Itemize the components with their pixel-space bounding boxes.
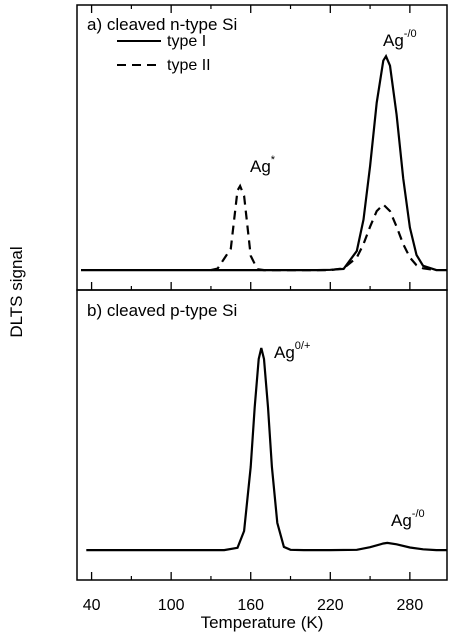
annotation: Ag-/0 (391, 508, 425, 530)
x-tick-label: 220 (317, 597, 344, 614)
y-axis-label: DLTS signal (7, 246, 26, 337)
x-tick-label: 40 (83, 597, 101, 614)
plot-frame (76, 289, 448, 581)
annotation-sup: 0/+ (295, 340, 311, 352)
annotation-sup: * (271, 154, 276, 166)
legend-label: type II (167, 57, 211, 74)
x-tick-label: 100 (158, 597, 185, 614)
data-line (81, 53, 447, 272)
annotation-text: Ag (274, 343, 295, 362)
annotation-sup: -/0 (404, 28, 417, 40)
panel-title: b) cleaved p-type Si (87, 301, 237, 320)
x-tick-label: 160 (237, 597, 264, 614)
data-line (210, 183, 437, 272)
x-axis-label: Temperature (K) (201, 613, 324, 632)
data-line (86, 347, 447, 552)
annotation: Ag* (250, 154, 276, 176)
annotation-text: Ag (391, 511, 412, 530)
legend-label: type I (167, 33, 206, 50)
annotation: Ag-/0 (383, 28, 417, 50)
annotation-text: Ag (250, 157, 271, 176)
annotation-sup: -/0 (412, 508, 425, 520)
x-tick-label: 280 (397, 597, 424, 614)
annotation-text: Ag (383, 31, 404, 50)
annotation: Ag0/+ (274, 340, 310, 362)
panel-title: a) cleaved n-type Si (87, 15, 237, 34)
